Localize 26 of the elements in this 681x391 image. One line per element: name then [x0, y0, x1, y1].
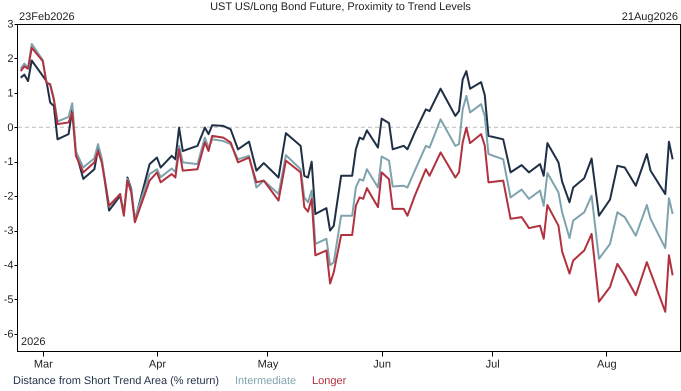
text: 23Feb2026	[19, 11, 75, 23]
text: 21Aug2026	[622, 11, 678, 23]
chart-title: UST US/Long Bond Future, Proximity to Trend Levels	[210, 1, 472, 13]
text: Distance from Short Trend Area (% return)	[13, 374, 220, 387]
y-tick-label: -6	[4, 328, 14, 340]
y-tick-label: -3	[4, 225, 14, 238]
y-tick-label: 3	[7, 18, 14, 30]
y-tick-label: 0	[7, 122, 14, 134]
y-tick-label: 2	[7, 52, 14, 65]
x-tick-label: Apr	[148, 358, 166, 370]
text: Longer	[312, 374, 347, 387]
x-tick-label: Jun	[373, 358, 392, 370]
x-tick-label: Jul	[486, 358, 500, 370]
annotation: 2026	[21, 336, 46, 348]
x-tick-label: May	[258, 358, 279, 370]
y-tick-label: 1	[7, 87, 14, 100]
y-tick-label: -2	[4, 190, 14, 203]
y-tick-label: -4	[4, 259, 14, 272]
y-tick-label: -5	[4, 294, 14, 306]
text: Intermediate	[235, 374, 296, 387]
line-series	[20, 59, 674, 232]
y-tick-label: -1	[4, 156, 14, 168]
line-series	[20, 42, 674, 266]
line-series	[20, 46, 674, 313]
x-tick-label: Aug	[597, 358, 617, 370]
x-tick-label: Mar	[34, 358, 54, 370]
